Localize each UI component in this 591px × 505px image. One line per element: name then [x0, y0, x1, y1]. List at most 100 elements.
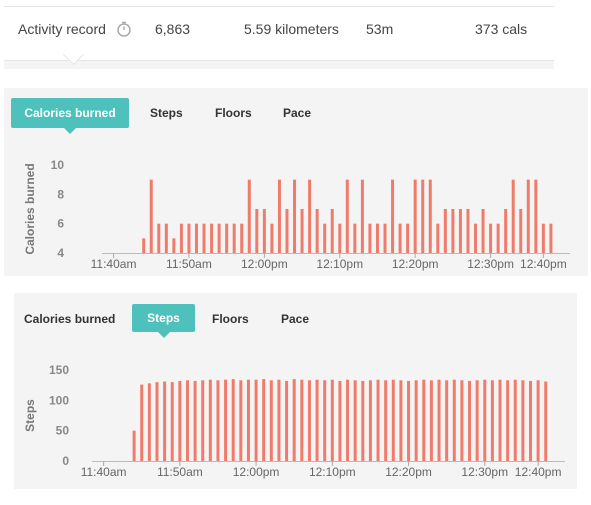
bar[interactable]	[526, 179, 530, 253]
bar[interactable]	[149, 179, 153, 253]
bar[interactable]	[506, 380, 510, 461]
bar[interactable]	[246, 379, 250, 461]
bar[interactable]	[360, 179, 364, 253]
bar[interactable]	[315, 379, 319, 461]
tab-floors[interactable]: Floors	[212, 312, 249, 326]
tab-calories-burned[interactable]: Calories burned	[24, 312, 116, 326]
bar[interactable]	[406, 223, 410, 253]
bar[interactable]	[368, 223, 372, 253]
bar[interactable]	[383, 223, 387, 253]
bar[interactable]	[330, 209, 334, 253]
bar[interactable]	[240, 223, 244, 253]
bar[interactable]	[483, 379, 487, 461]
bar[interactable]	[353, 223, 357, 253]
bar[interactable]	[534, 179, 538, 253]
bar[interactable]	[429, 380, 433, 461]
bar[interactable]	[216, 380, 220, 461]
bar[interactable]	[292, 379, 296, 461]
bar[interactable]	[239, 380, 243, 461]
bar[interactable]	[443, 209, 447, 253]
bar[interactable]	[398, 223, 402, 253]
bar[interactable]	[225, 223, 229, 253]
bar[interactable]	[185, 380, 189, 461]
bar[interactable]	[490, 380, 494, 461]
bar[interactable]	[460, 380, 464, 461]
bar[interactable]	[513, 379, 517, 461]
bar[interactable]	[437, 379, 441, 461]
bar[interactable]	[170, 382, 174, 461]
bar[interactable]	[407, 380, 411, 461]
bar[interactable]	[142, 238, 146, 253]
bar[interactable]	[217, 223, 221, 253]
bar[interactable]	[549, 223, 553, 253]
bar[interactable]	[541, 223, 545, 253]
tab-floors[interactable]: Floors	[215, 106, 252, 120]
bar[interactable]	[368, 380, 372, 461]
bar[interactable]	[254, 379, 258, 461]
tab-pace[interactable]: Pace	[283, 106, 312, 120]
bar[interactable]	[496, 223, 500, 253]
bar[interactable]	[458, 209, 462, 253]
bar[interactable]	[521, 380, 525, 461]
bar[interactable]	[445, 380, 449, 461]
bar[interactable]	[481, 209, 485, 253]
bar[interactable]	[428, 179, 432, 253]
bar[interactable]	[269, 380, 273, 461]
bar[interactable]	[277, 179, 281, 253]
bar[interactable]	[323, 380, 327, 461]
bar[interactable]	[231, 379, 235, 461]
bar[interactable]	[187, 223, 191, 253]
bar[interactable]	[179, 223, 183, 253]
bar[interactable]	[451, 209, 455, 253]
bar[interactable]	[285, 209, 289, 253]
bar[interactable]	[474, 223, 478, 253]
bar[interactable]	[194, 223, 198, 253]
tab-pace[interactable]: Pace	[281, 312, 310, 326]
bar[interactable]	[262, 379, 266, 461]
bar[interactable]	[224, 379, 228, 461]
bar[interactable]	[262, 209, 266, 253]
bar[interactable]	[210, 223, 214, 253]
bar[interactable]	[178, 380, 182, 461]
bar[interactable]	[157, 223, 161, 253]
bar[interactable]	[247, 179, 251, 253]
bar[interactable]	[345, 179, 349, 253]
bar[interactable]	[361, 380, 365, 461]
bar[interactable]	[255, 209, 259, 253]
bar[interactable]	[498, 379, 502, 461]
bar[interactable]	[315, 209, 319, 253]
bar[interactable]	[519, 209, 523, 253]
bar[interactable]	[163, 381, 167, 461]
bar[interactable]	[353, 380, 357, 461]
bar[interactable]	[155, 382, 159, 461]
timer-icon[interactable]	[116, 21, 132, 37]
bar[interactable]	[293, 179, 297, 253]
bar[interactable]	[330, 379, 334, 461]
bar[interactable]	[232, 223, 236, 253]
bar[interactable]	[468, 380, 472, 461]
bar[interactable]	[308, 179, 312, 253]
bar[interactable]	[375, 223, 379, 253]
bar[interactable]	[132, 430, 136, 461]
bar[interactable]	[421, 179, 425, 253]
bar[interactable]	[422, 379, 426, 461]
bar[interactable]	[475, 380, 479, 461]
bar[interactable]	[436, 223, 440, 253]
bar[interactable]	[300, 209, 304, 253]
bar[interactable]	[300, 379, 304, 461]
bar[interactable]	[391, 179, 395, 253]
bar[interactable]	[208, 379, 212, 461]
bar[interactable]	[536, 380, 540, 461]
bar[interactable]	[277, 379, 281, 461]
bar[interactable]	[323, 223, 327, 253]
bar[interactable]	[399, 380, 403, 461]
bar[interactable]	[172, 238, 176, 253]
bar[interactable]	[338, 380, 342, 461]
bar[interactable]	[193, 380, 197, 461]
bar[interactable]	[376, 379, 380, 461]
bar[interactable]	[414, 380, 418, 461]
bar[interactable]	[384, 380, 388, 461]
bar[interactable]	[529, 380, 533, 461]
bar[interactable]	[147, 383, 151, 461]
bar[interactable]	[201, 380, 205, 461]
